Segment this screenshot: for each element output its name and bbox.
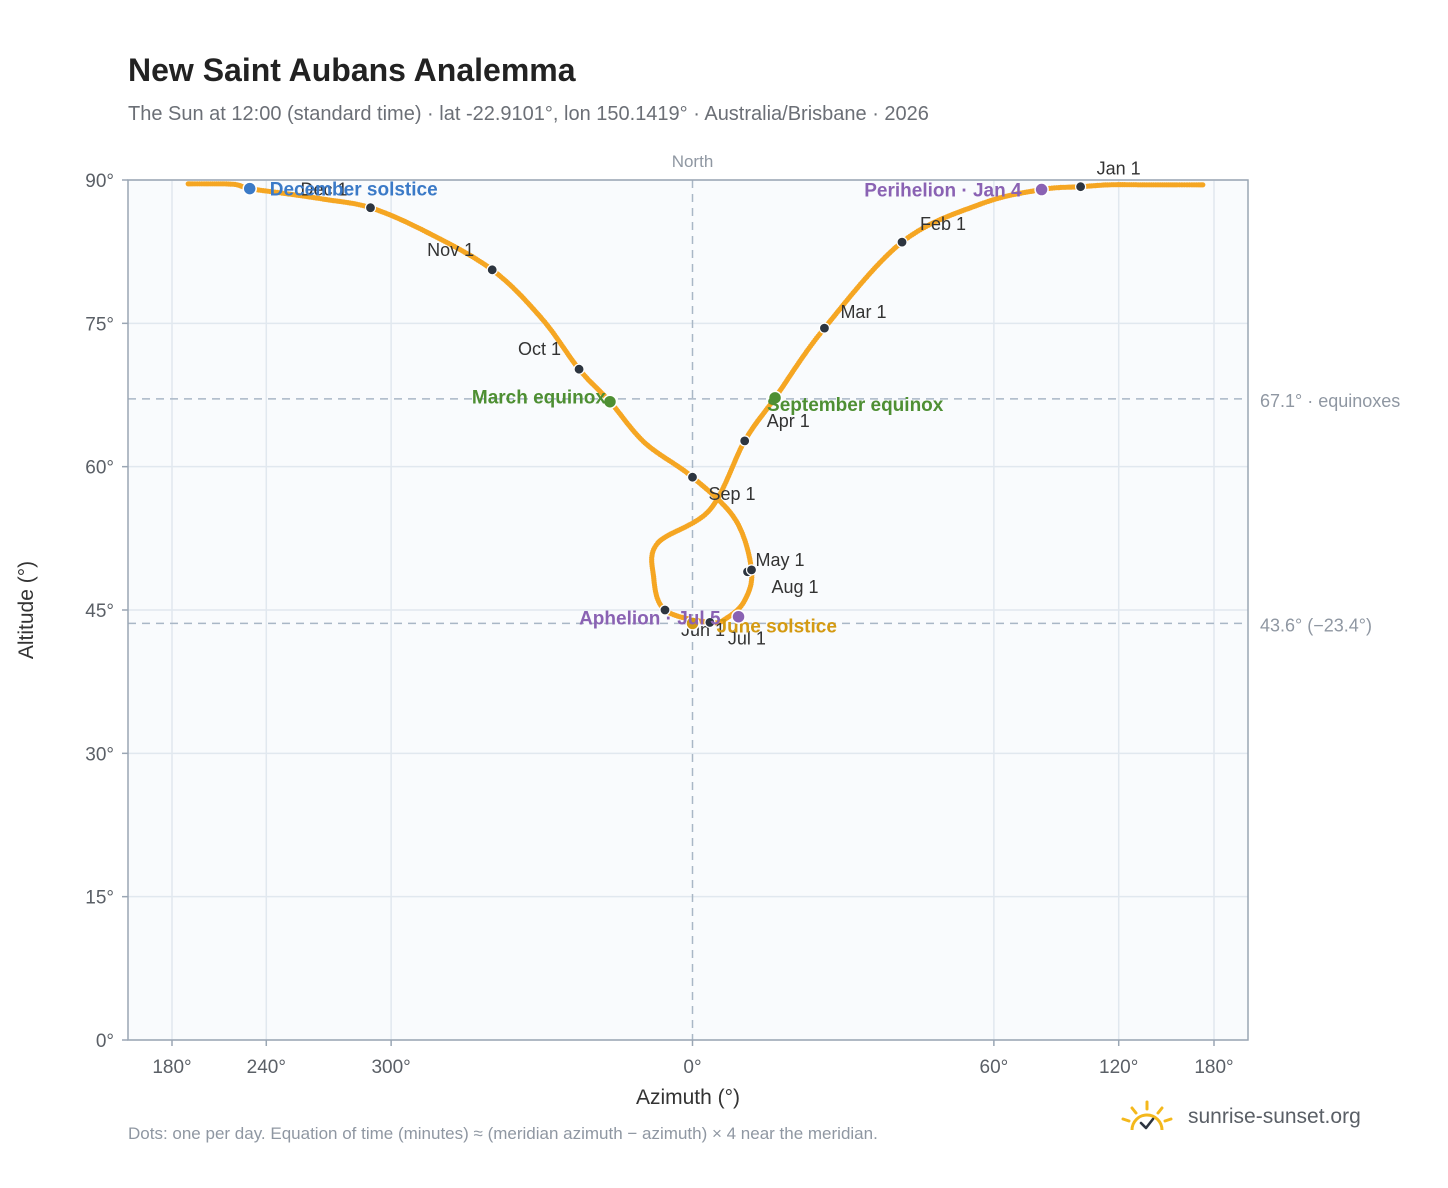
daily-dot	[1200, 182, 1206, 188]
x-tick-label: 180°	[152, 1057, 191, 1078]
event-label: March equinox	[472, 388, 607, 409]
x-axis-label: Azimuth (°)	[636, 1086, 740, 1109]
event-label: June solstice	[717, 616, 837, 637]
axis-ticks: 0° 15° 30° 45° 60° 75° 90° 180° 240° 300° 0° 60° 120…	[85, 171, 1233, 1078]
event-label: Perihelion · Jan 4	[864, 181, 1022, 202]
month-marker	[739, 435, 751, 447]
chart-subtitle: The Sun at 12:00 (standard time) · lat -…	[128, 103, 929, 125]
y-tick-label: 15°	[85, 888, 114, 909]
brand-name: sunrise-sunset.org	[1188, 1105, 1361, 1128]
y-tick-label: 30°	[85, 744, 114, 765]
event-marker	[1034, 182, 1049, 197]
x-tick-label: 60°	[980, 1057, 1009, 1078]
y-axis-label: Altitude (°)	[15, 561, 38, 659]
month-marker	[659, 604, 671, 616]
footnote: Dots: one per day. Equation of time (min…	[128, 1124, 878, 1143]
y-tick-label: 0°	[96, 1031, 114, 1052]
x-tick-label: 180°	[1194, 1057, 1233, 1078]
month-label: Feb 1	[920, 214, 966, 234]
event-marker	[602, 394, 618, 409]
event-markers: December solstice June solstice March equi…	[242, 180, 1049, 637]
y-tick-label: 90°	[85, 171, 114, 192]
event-marker	[767, 390, 783, 406]
month-label: Dec 1	[300, 180, 347, 200]
month-label: Jan 1	[1097, 159, 1141, 179]
month-marker	[1075, 181, 1087, 193]
meridian-label: North	[672, 152, 714, 171]
event-marker	[685, 616, 700, 631]
event-marker	[242, 181, 257, 196]
reference-line-label: 67.1° · equinoxes	[1260, 391, 1400, 411]
month-marker	[686, 471, 699, 483]
x-tick-label: 240°	[247, 1057, 286, 1078]
event-label: Aphelion · Jul 5	[579, 609, 721, 630]
reference-line-label: 43.6° (−23.4°)	[1260, 615, 1372, 635]
brand[interactable]: sunrise-sunset.org	[1120, 1100, 1361, 1134]
chart-title: New Saint Aubans Analemma	[128, 52, 576, 88]
event-label: December solstice	[270, 180, 438, 201]
month-label: Sep 1	[709, 484, 756, 504]
sun-logo-icon	[1121, 1100, 1173, 1131]
month-marker	[896, 236, 908, 248]
month-label: May 1	[756, 550, 805, 570]
month-label: Mar 1	[840, 302, 886, 322]
y-tick-label: 75°	[85, 314, 114, 335]
month-label: Oct 1	[518, 339, 561, 359]
month-label: Jul 1	[728, 628, 766, 648]
month-marker	[818, 322, 831, 334]
month-label: Aug 1	[772, 577, 819, 597]
month-marker	[486, 264, 498, 276]
month-label: Apr 1	[767, 411, 810, 431]
month-marker	[704, 616, 716, 629]
month-marker	[573, 363, 585, 375]
month-marker	[745, 564, 758, 576]
y-tick-label: 60°	[85, 458, 114, 479]
x-tick-label: 0°	[683, 1057, 701, 1078]
event-marker	[731, 609, 746, 624]
x-tick-label: 120°	[1099, 1057, 1138, 1078]
event-label: September equinox	[767, 395, 944, 416]
x-tick-label: 300°	[371, 1057, 410, 1078]
month-label: Nov 1	[427, 240, 474, 260]
month-marker	[364, 202, 377, 214]
y-tick-label: 45°	[85, 601, 114, 622]
